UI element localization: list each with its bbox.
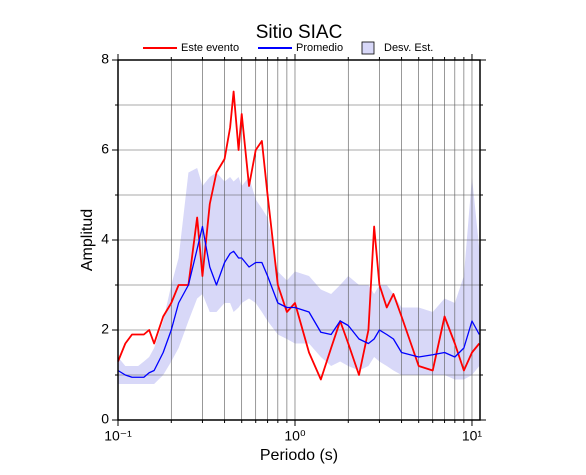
x-tick-label: 10⁰: [284, 428, 306, 444]
y-tick-label: 6: [101, 141, 109, 157]
x-tick-label: 10¹: [462, 428, 483, 444]
y-tick-label: 0: [101, 411, 109, 427]
std-band: [118, 168, 480, 384]
y-tick-label: 8: [101, 51, 109, 67]
x-axis-label: Periodo (s): [260, 447, 338, 464]
x-tick-label: 10⁻¹: [104, 428, 132, 444]
legend-swatch: [361, 41, 375, 55]
series-line: [117, 225, 480, 378]
legend-label: Promedio: [296, 42, 343, 54]
legend-label: Este evento: [181, 42, 239, 54]
chart-title: Sitio SIAC: [256, 22, 343, 43]
series-line: [117, 90, 481, 381]
y-tick-label: 4: [101, 231, 109, 247]
y-tick-label: 2: [101, 321, 109, 337]
legend-label: Desv. Est.: [384, 42, 433, 54]
y-axis-label: Amplitud: [79, 209, 96, 271]
